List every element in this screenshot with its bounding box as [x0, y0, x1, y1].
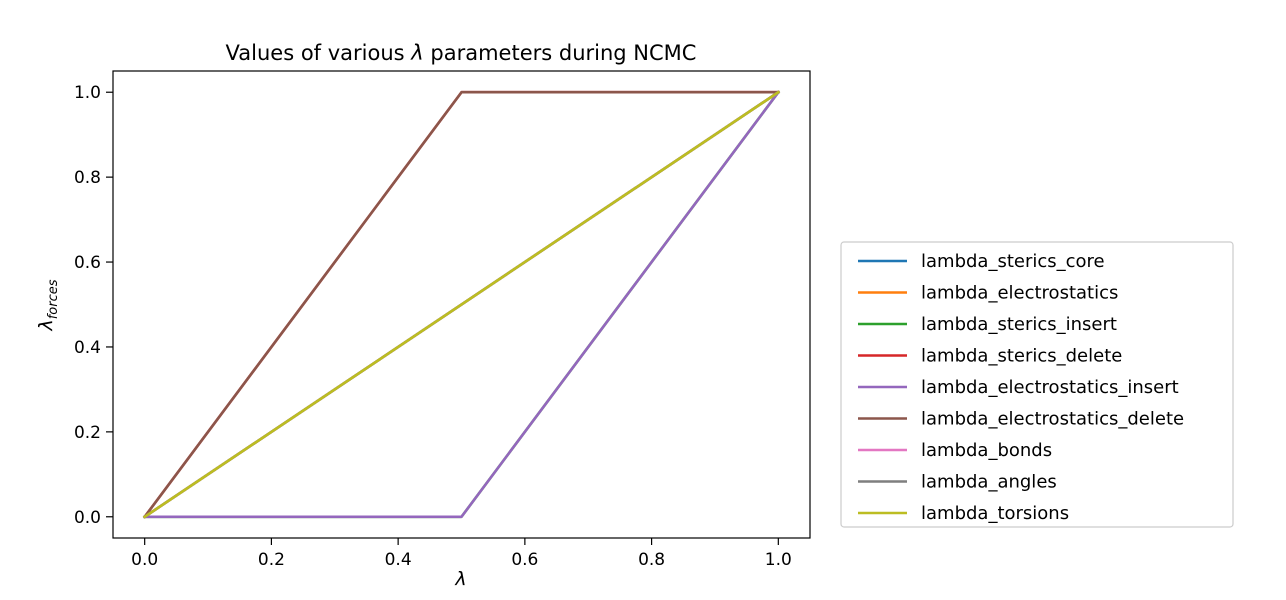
y-tick-label: 0.0 [74, 508, 101, 528]
y-tick-label: 0.8 [74, 168, 101, 188]
x-tick-label: 0.6 [511, 550, 538, 570]
x-tick-label: 1.0 [765, 550, 792, 570]
legend-entries: lambda_sterics_core lambda_electrostatics… [858, 251, 1184, 524]
legend-label: lambda_bonds [921, 440, 1052, 461]
y-axis-label: λforces [35, 279, 61, 331]
legend-label: lambda_electrostatics [921, 283, 1118, 304]
series-layer [142, 90, 781, 519]
legend-frame [840, 241, 1234, 528]
legend-label: lambda_sterics_delete [921, 346, 1122, 367]
x-tick-label: 0.8 [638, 550, 665, 570]
series-line-lambda-electrostatics-insert [143, 90, 781, 519]
chart-title: Values of various λ parameters during NC… [226, 41, 697, 65]
x-axis-label: λ [454, 568, 466, 590]
series-line-lambda-electrostatics-delete [142, 90, 780, 519]
legend-label: lambda_sterics_insert [921, 314, 1117, 335]
y-tick-label: 0.6 [74, 253, 101, 273]
y-tick-label: 0.4 [74, 338, 101, 358]
y-tick-label: 0.2 [74, 423, 101, 443]
x-tick-label: 0.0 [131, 550, 158, 570]
legend-label: lambda_electrostatics_delete [921, 409, 1184, 430]
x-axis-ticks: 0.0 0.2 0.4 0.6 0.8 1.0 [131, 538, 792, 570]
y-tick-label: 1.0 [74, 83, 101, 103]
legend: lambda_sterics_core lambda_electrostatics… [840, 241, 1234, 528]
legend-label: lambda_torsions [921, 503, 1069, 524]
legend-label: lambda_electrostatics_insert [921, 377, 1179, 398]
plot-frame [112, 70, 811, 539]
legend-label: lambda_angles [921, 472, 1057, 493]
x-tick-label: 0.4 [385, 550, 412, 570]
y-axis-ticks: 0.0 0.2 0.4 0.6 0.8 1.0 [74, 83, 113, 528]
legend-label: lambda_sterics_core [921, 251, 1105, 272]
plot-area: 0.0 0.2 0.4 0.6 0.8 1.0 0.0 0.2 0.4 0.6 0.8 1.0 [74, 70, 811, 570]
x-tick-label: 0.2 [258, 550, 285, 570]
series-line-lambda-torsions [142, 90, 781, 519]
